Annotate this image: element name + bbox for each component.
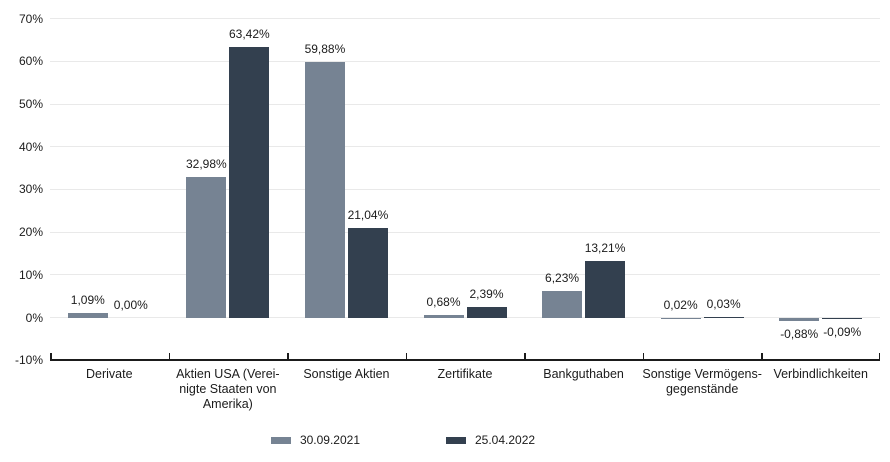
y-axis-label: 10% <box>18 267 43 282</box>
bar-value-label: 13,21% <box>584 241 626 256</box>
bar-value-label: 32,98% <box>185 156 227 171</box>
x-axis-tick <box>405 353 408 362</box>
gridline <box>50 103 880 105</box>
bar-30-09-2021 <box>304 61 345 318</box>
bar-value-label: 0,68% <box>426 294 461 309</box>
x-axis-tick <box>524 353 526 362</box>
bar-value-label: 21,04% <box>347 207 389 222</box>
bar-30-09-2021 <box>423 314 464 318</box>
y-axis-label: 30% <box>18 182 43 197</box>
x-axis-label: Aktien USA (Verei- nigte Staaten von Ame… <box>176 367 280 411</box>
gridline <box>50 18 880 20</box>
x-axis-label: Sonstige Vermögens- gegenstände <box>642 367 762 396</box>
x-axis-tick <box>168 353 171 362</box>
bar-value-label: 2,39% <box>469 287 504 302</box>
gridline <box>50 317 880 319</box>
x-axis-label: Zertifikate <box>437 367 493 381</box>
bar-30-09-2021 <box>186 176 227 318</box>
legend-item: 25.04.2022 <box>446 433 535 447</box>
gridline <box>50 146 880 148</box>
gridline <box>50 60 880 62</box>
x-axis-tick <box>761 353 763 362</box>
bar-value-label: -0,09% <box>823 324 862 339</box>
gridline <box>50 274 880 276</box>
legend-item: 30.09.2021 <box>270 433 360 447</box>
x-axis-label: Derivate <box>86 367 133 381</box>
x-axis-tick <box>50 353 52 362</box>
bar-value-label: 1,09% <box>70 292 105 307</box>
bar-30-09-2021 <box>660 317 701 319</box>
y-axis-label: -10% <box>14 353 43 368</box>
bar-25-04-2022 <box>822 317 863 319</box>
y-axis-label: 60% <box>18 54 43 69</box>
x-axis-label: Bankguthaben <box>543 367 624 381</box>
legend-label: 25.04.2022 <box>475 433 536 447</box>
gridline <box>50 231 880 233</box>
legend-swatch-icon <box>446 436 466 444</box>
y-axis-label: 0% <box>25 310 43 325</box>
bar-value-label: 0,00% <box>113 297 148 312</box>
bar-value-label: 63,42% <box>228 26 270 41</box>
x-axis-tick <box>642 353 645 362</box>
bar-25-04-2022 <box>229 46 270 318</box>
bar-30-09-2021 <box>779 317 820 322</box>
legend-swatch-icon <box>270 436 291 444</box>
bar-value-label: 0,02% <box>663 297 698 312</box>
legend-label: 30.09.2021 <box>299 433 360 447</box>
x-axis-line <box>50 359 880 362</box>
x-axis-label: Sonstige Aktien <box>303 367 390 381</box>
bar-25-04-2022 <box>585 261 626 318</box>
bar-30-09-2021 <box>542 290 583 318</box>
y-axis-label: 50% <box>18 97 43 112</box>
y-axis-label: 40% <box>18 139 43 154</box>
y-axis-label: 70% <box>18 11 43 26</box>
bar-25-04-2022 <box>347 227 388 318</box>
bar-value-label: 0,03% <box>706 297 741 312</box>
gridline <box>50 188 880 190</box>
x-axis-tick <box>287 353 289 362</box>
bar-value-label: 59,88% <box>304 41 346 56</box>
x-axis-label: Verbindlichkeiten <box>773 367 868 381</box>
bar-value-label: 6,23% <box>545 270 580 285</box>
bar-25-04-2022 <box>703 317 744 319</box>
x-axis-tick <box>878 353 880 362</box>
bar-30-09-2021 <box>67 312 108 318</box>
bar-value-label: -0,88% <box>780 327 819 342</box>
chart-legend: 30.09.2021 25.04.2022 <box>0 433 848 447</box>
y-axis-label: 20% <box>18 225 43 240</box>
bar-25-04-2022 <box>466 307 507 318</box>
